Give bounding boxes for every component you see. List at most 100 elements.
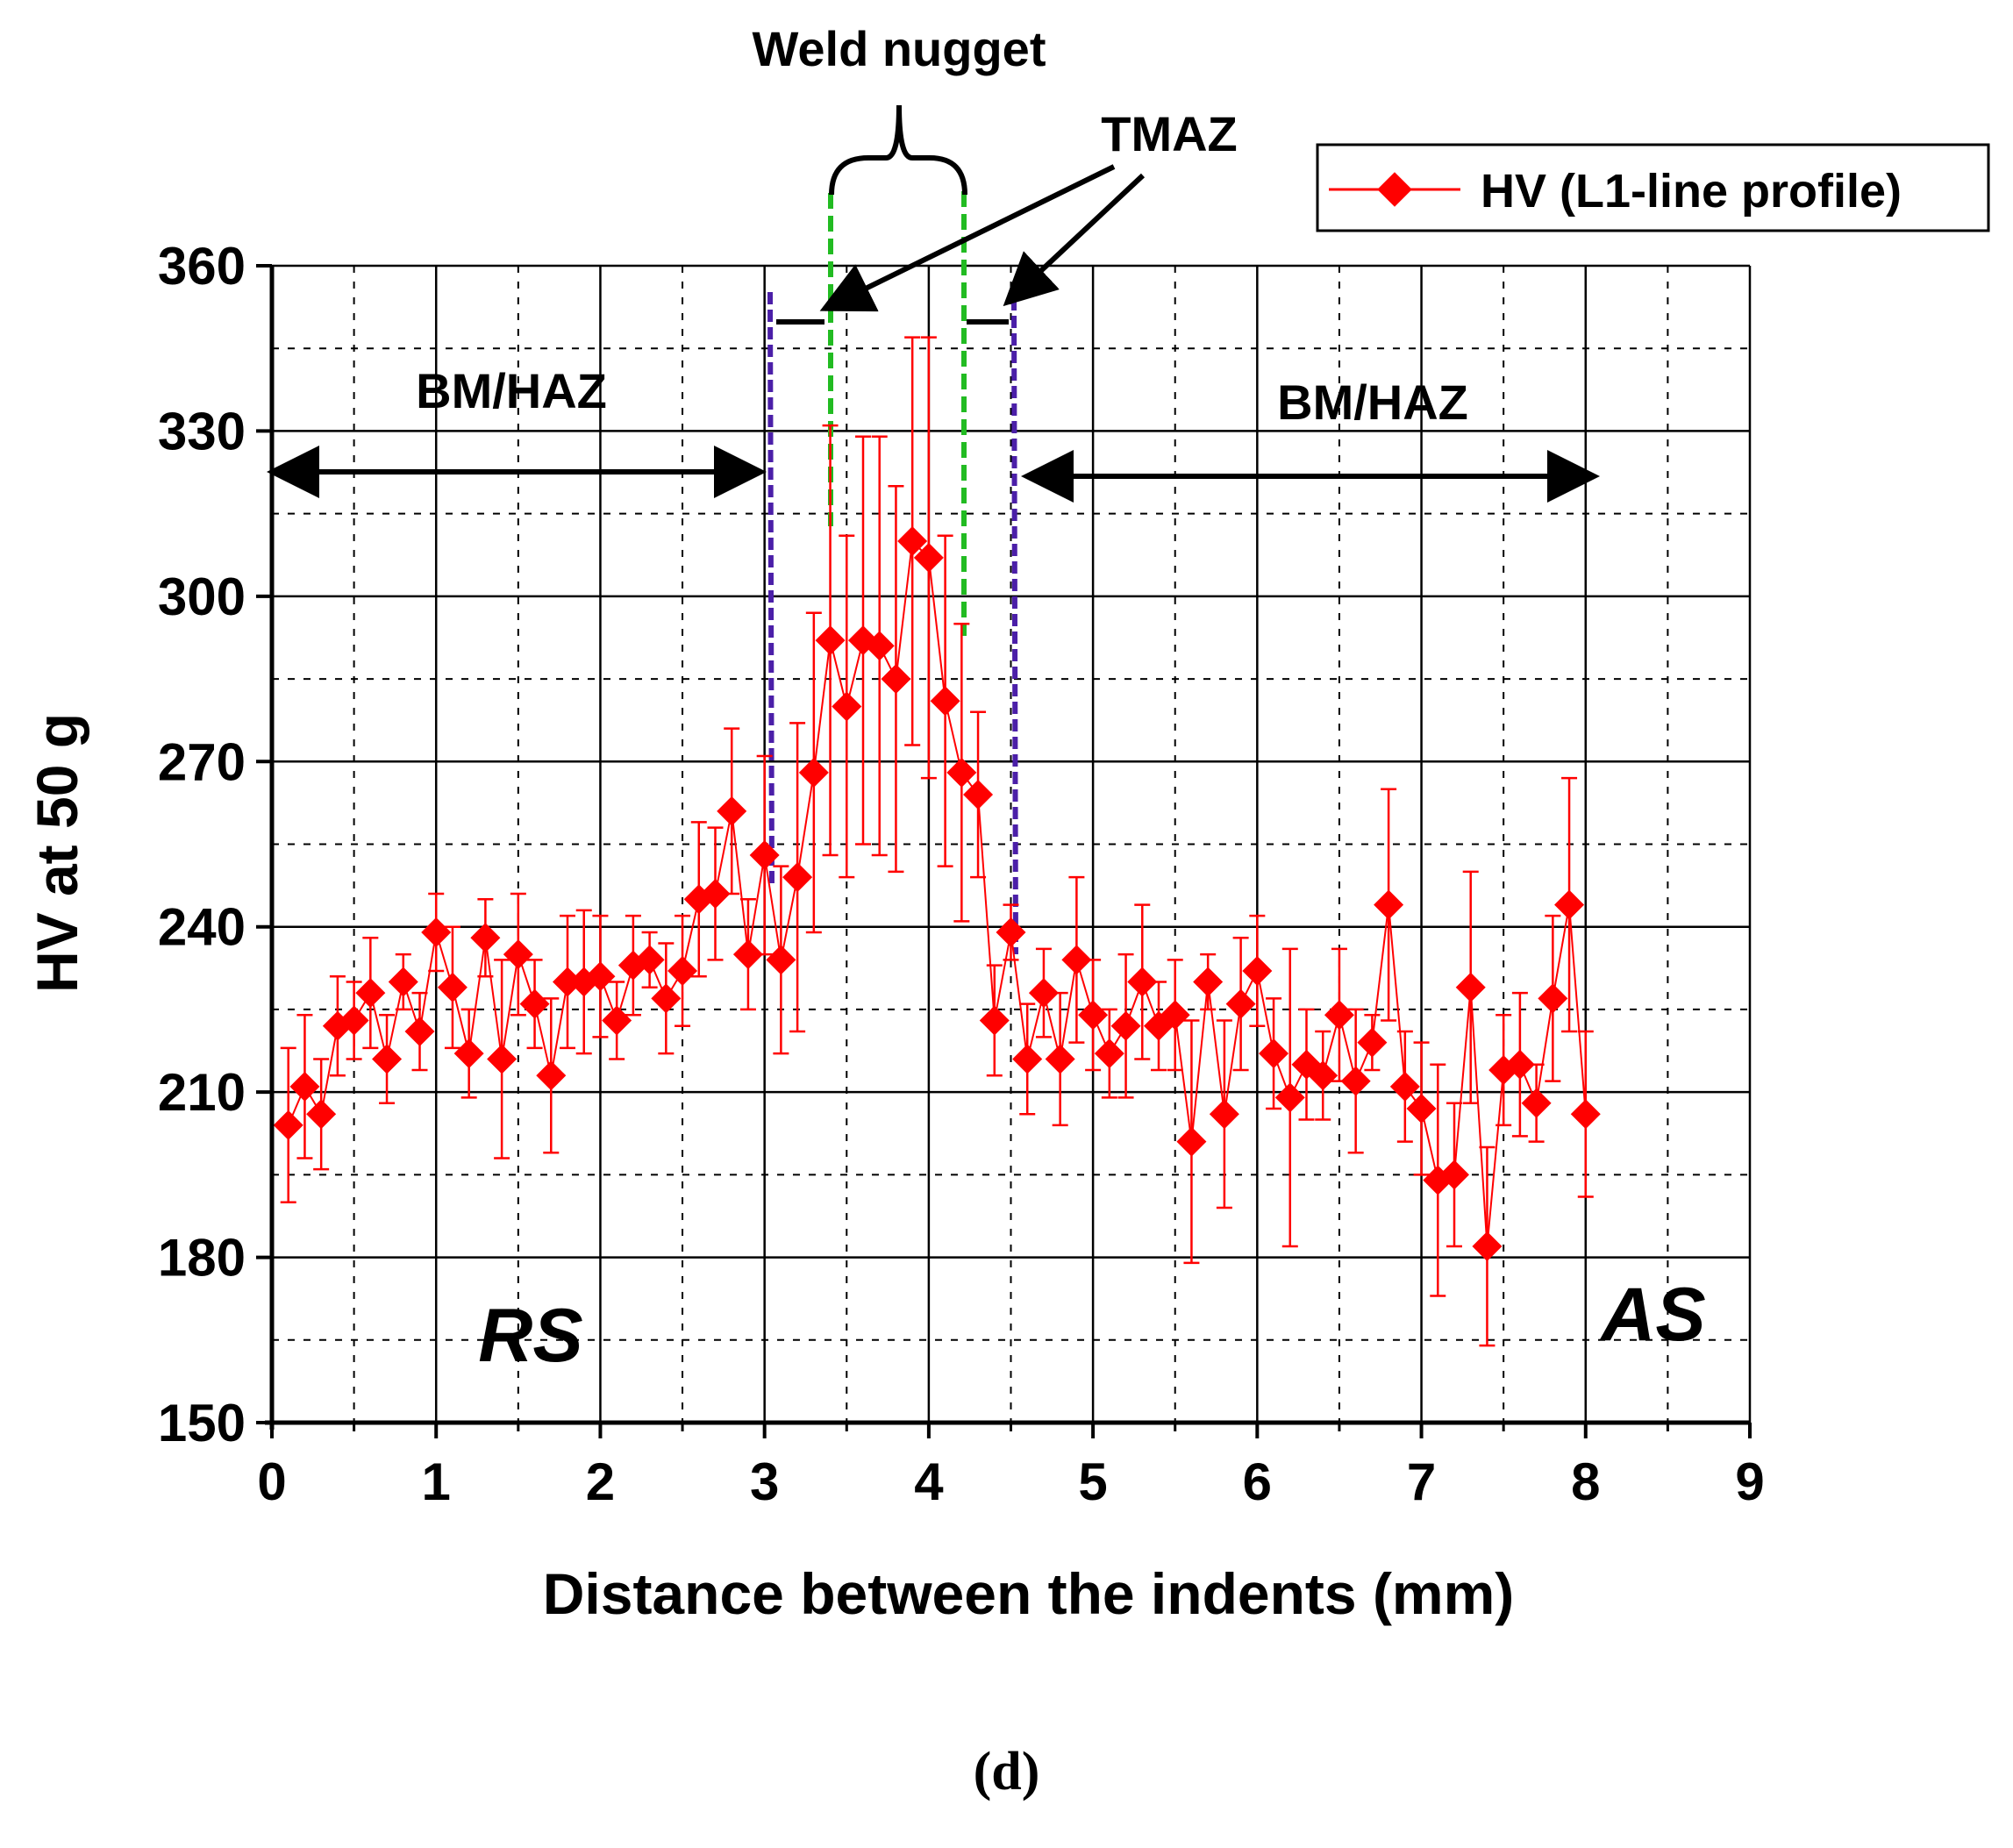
y-tick-label: 180	[158, 1229, 246, 1288]
data-point	[1389, 1071, 1420, 1102]
y-tick-label: 150	[158, 1394, 246, 1452]
data-point	[1472, 1231, 1503, 1262]
y-axis-title: HV at 50 g	[25, 713, 89, 993]
data-point	[503, 939, 533, 970]
y-tick-label: 240	[158, 898, 246, 957]
data-point	[453, 1038, 484, 1069]
data-point	[766, 945, 796, 975]
x-tick-label: 5	[1078, 1452, 1107, 1511]
as-label: AS	[1599, 1273, 1705, 1357]
legend-label: HV (L1-line profile)	[1481, 165, 1902, 218]
data-point	[815, 625, 846, 656]
data-point	[1061, 945, 1092, 975]
data-point	[306, 1099, 337, 1130]
data-point	[946, 757, 977, 788]
data-point	[355, 978, 386, 1009]
data-point	[1340, 1066, 1371, 1096]
data-point	[536, 1060, 567, 1091]
data-point	[1193, 967, 1224, 997]
data-point	[372, 1044, 403, 1074]
x-tick-label: 9	[1735, 1452, 1764, 1511]
zone-annotations	[267, 104, 1600, 955]
bm-haz-left-label: BM/HAZ	[416, 363, 607, 418]
data-point	[585, 961, 616, 992]
data-point	[1357, 1027, 1388, 1058]
panel-label: (d)	[973, 1742, 1040, 1802]
data-point	[1538, 983, 1568, 1014]
x-tick-label: 0	[257, 1452, 286, 1511]
tmaz-left-boundary	[767, 291, 775, 887]
data-point	[1176, 1126, 1207, 1157]
data-point	[979, 1005, 1010, 1036]
data-point	[1439, 1159, 1469, 1190]
data-point	[897, 526, 928, 557]
data-point	[963, 779, 994, 810]
data-point	[1078, 1000, 1109, 1031]
data-point	[487, 1044, 518, 1074]
data-point	[930, 686, 960, 717]
data-point	[700, 879, 731, 910]
data-point	[996, 917, 1026, 947]
tmaz-arrow-right	[1003, 173, 1146, 307]
series-hv-l1	[273, 336, 1601, 1347]
data-point	[1521, 1088, 1552, 1118]
data-point	[881, 664, 911, 695]
legend-box	[1316, 143, 1990, 232]
data-point	[667, 955, 698, 986]
data-point	[1324, 1000, 1354, 1031]
axes: 0 1 2 3 4 5 6 7 8 9 150 180 210 240 270 300 330 360 Distan…	[25, 237, 1765, 1626]
data-point	[602, 1005, 632, 1036]
y-tick-label: 270	[158, 732, 246, 791]
y-tick-label: 360	[158, 237, 246, 296]
data-point	[1554, 889, 1585, 920]
data-point	[388, 967, 418, 997]
rs-label: RS	[478, 1294, 582, 1378]
data-point	[1406, 1093, 1437, 1124]
data-point	[273, 1110, 303, 1140]
tmaz-right-boundary	[1011, 297, 1018, 955]
data-point	[1209, 1099, 1239, 1130]
data-point	[864, 631, 895, 661]
data-point	[832, 691, 862, 722]
data-point	[421, 917, 452, 947]
data-point	[1570, 1099, 1601, 1130]
data-point	[1127, 967, 1158, 997]
tmaz-arrow-left	[819, 164, 1116, 312]
data-point	[1374, 889, 1404, 920]
data-point	[1012, 1044, 1043, 1074]
data-point	[519, 988, 550, 1019]
data-point	[289, 1071, 320, 1102]
data-point	[339, 1005, 369, 1036]
data-point	[1225, 988, 1256, 1019]
data-point	[782, 862, 813, 893]
data-point	[798, 757, 829, 788]
data-point	[1259, 1038, 1289, 1069]
x-tick-label: 6	[1243, 1452, 1272, 1511]
data-point	[1504, 1049, 1535, 1080]
data-point	[749, 840, 780, 871]
weld-nugget-bracket	[829, 104, 967, 196]
weld-nugget-label: Weld nugget	[753, 21, 1046, 76]
data-point	[553, 967, 582, 997]
data-point	[634, 945, 665, 975]
x-tick-label: 3	[750, 1452, 779, 1511]
data-point	[1028, 978, 1059, 1009]
bm-haz-right-label: BM/HAZ	[1277, 375, 1468, 430]
data-point	[437, 972, 468, 1002]
x-tick-label: 4	[914, 1452, 944, 1511]
data-point	[404, 1017, 435, 1047]
data-point	[913, 542, 944, 573]
data-point	[1274, 1082, 1305, 1113]
x-axis-title: Distance between the indents (mm)	[543, 1561, 1515, 1626]
data-point	[651, 983, 682, 1014]
data-point	[470, 923, 501, 953]
data-point	[1110, 1010, 1141, 1041]
data-point	[1242, 955, 1273, 986]
tmaz-label: TMAZ	[1101, 106, 1238, 161]
x-tick-label: 7	[1407, 1452, 1436, 1511]
data-point	[1094, 1038, 1124, 1069]
data-point	[732, 939, 763, 970]
data-point	[1455, 972, 1486, 1002]
y-tick-label: 300	[158, 567, 246, 626]
